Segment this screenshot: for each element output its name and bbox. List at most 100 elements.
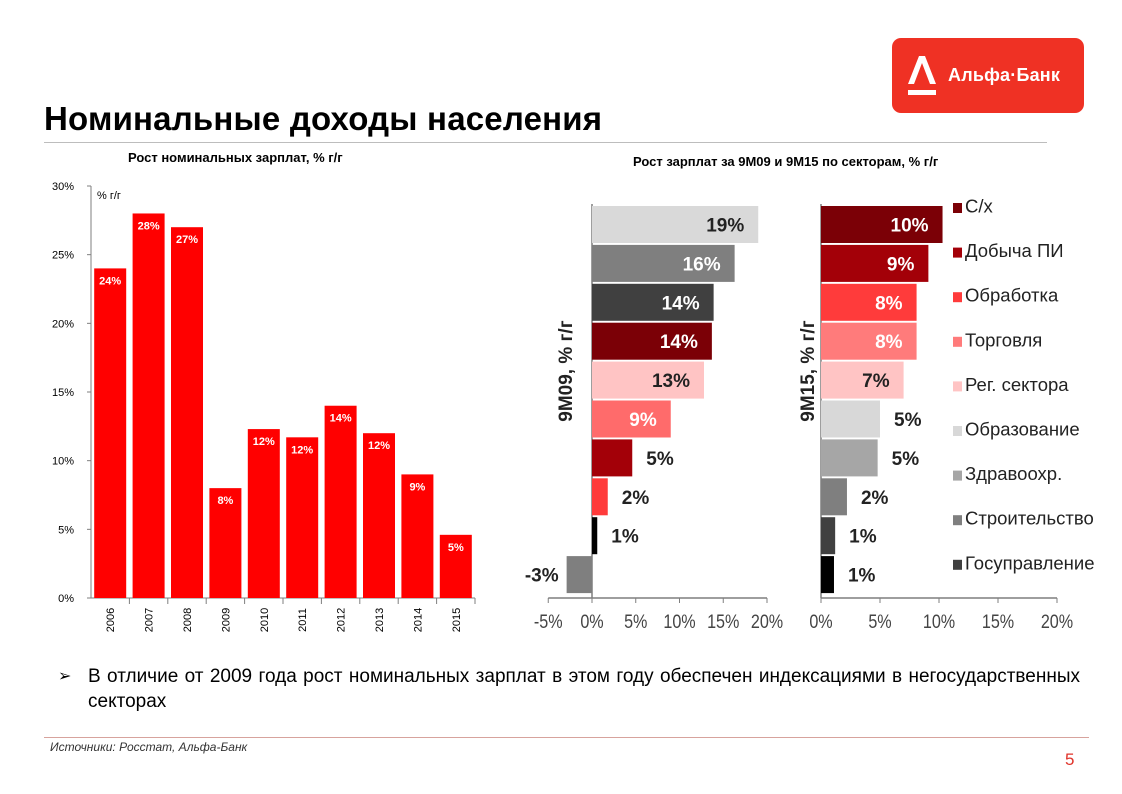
legend-swatch <box>953 203 962 213</box>
y-tick-label: 5% <box>58 524 74 536</box>
legend-label: Госуправление <box>965 552 1095 573</box>
panel-bar-label: 9% <box>629 410 657 431</box>
legend-swatch <box>953 292 962 303</box>
legend-label: Обработка <box>965 285 1059 306</box>
x-tick-label: 2014 <box>412 608 424 632</box>
panel-bar <box>566 556 592 594</box>
panel-bar <box>592 517 598 555</box>
panel-bar-label: 8% <box>875 332 903 353</box>
footer-divider <box>44 737 1089 738</box>
logo-text: Альфа·Банк <box>948 65 1061 85</box>
bar-data-label: 24% <box>99 275 121 287</box>
bar-data-label: 9% <box>409 481 425 493</box>
panel-bar-label: 14% <box>660 332 698 353</box>
panel-bar <box>821 361 904 399</box>
panel-bar-label: 7% <box>862 371 890 392</box>
panel-x-tick-label: 10% <box>663 611 696 633</box>
legend-label: Торговля <box>965 329 1042 350</box>
x-tick-label: 2008 <box>182 608 194 632</box>
panel-x-tick-label: 0% <box>580 611 604 633</box>
panel-bar-label: 14% <box>662 293 700 314</box>
bar-data-label: 5% <box>448 542 464 554</box>
x-tick-label: 2015 <box>451 608 463 632</box>
bar <box>363 433 395 598</box>
bar-data-label: 14% <box>330 413 352 425</box>
panel-bar-label: 5% <box>894 410 922 431</box>
legend-label: Добыча ПИ <box>965 240 1064 261</box>
legend-label: Рег. сектора <box>965 374 1069 395</box>
panel-bar <box>821 439 878 477</box>
panel-x-tick-label: 20% <box>751 611 784 633</box>
bullet-text: В отличие от 2009 года рост номинальных … <box>88 666 1080 712</box>
panel-bar-label: 8% <box>875 293 903 314</box>
panel-bar <box>592 361 704 399</box>
bar <box>171 227 203 598</box>
source-note: Источники: Росстат, Альфа-Банк <box>50 740 248 754</box>
bar-data-label: 12% <box>291 444 313 456</box>
legend-label: Здравоохр. <box>965 463 1062 484</box>
arrow-bullet-icon: ➢ <box>58 668 72 685</box>
panel-bar <box>821 206 943 243</box>
panel-bar <box>821 244 929 282</box>
panel-bar-label: 1% <box>611 527 639 548</box>
panel-bar-label: 1% <box>849 527 877 548</box>
title-divider <box>44 142 1047 143</box>
page-title: Номинальные доходы населения <box>44 100 603 137</box>
panel-x-tick-label: 10% <box>923 611 956 633</box>
y-tick-label: 30% <box>52 181 74 193</box>
panel-bar-label: 2% <box>861 488 889 509</box>
panel-bar <box>592 206 759 243</box>
bar-data-label: 8% <box>217 495 233 507</box>
panel-bar-label: 1% <box>848 566 876 587</box>
x-tick-label: 2011 <box>297 608 309 632</box>
bar-data-label: 28% <box>138 220 160 232</box>
panel-bar-label: 10% <box>891 216 929 237</box>
panel-x-tick-label: 5% <box>624 611 648 633</box>
panel-x-tick-label: 15% <box>982 611 1015 633</box>
x-tick-label: 2009 <box>220 608 232 632</box>
panel-bar <box>592 478 608 516</box>
panel-bar <box>821 517 836 555</box>
page-number: 5 <box>1065 750 1075 769</box>
legend-swatch <box>953 559 962 570</box>
panel-bar-label: 5% <box>646 449 674 470</box>
panel-bar-label: 16% <box>683 254 721 275</box>
panel-bar-label: 13% <box>652 371 690 392</box>
x-tick-label: 2010 <box>259 608 271 632</box>
panel-x-tick-label: 20% <box>1041 611 1074 633</box>
legend-swatch <box>953 336 962 347</box>
panel-x-tick-label: 5% <box>868 611 892 633</box>
legend-swatch <box>953 247 962 258</box>
panel-bar-label: 5% <box>892 449 920 470</box>
bar <box>94 268 127 598</box>
panel-bar <box>592 244 735 282</box>
panel-x-tick-label: 15% <box>707 611 740 633</box>
panel-side-label: 9М09, % г/г <box>556 320 577 421</box>
y-tick-label: 15% <box>52 387 74 399</box>
legend-label: С/х <box>965 196 994 217</box>
x-tick-label: 2013 <box>374 608 386 632</box>
bar <box>401 474 434 598</box>
panel-bar <box>821 556 834 594</box>
right-chart-title: Рост зарплат за 9М09 и 9М15 по секторам,… <box>633 154 939 169</box>
bar <box>247 429 280 598</box>
panel-bar <box>821 400 880 438</box>
panel-bar <box>821 478 847 516</box>
panel-bar-label: 2% <box>622 488 650 509</box>
panel-bar <box>592 283 714 321</box>
bar-data-label: 12% <box>253 436 275 448</box>
legend-label: Образование <box>965 419 1080 440</box>
bar <box>209 488 242 598</box>
panel-x-tick-label: -5% <box>534 611 563 633</box>
y-tick-label: 25% <box>52 250 74 262</box>
legend-swatch <box>953 381 962 392</box>
bar-data-label: 27% <box>176 234 198 246</box>
panel-bar <box>592 322 712 360</box>
panel-side-label: 9М15, % г/г <box>798 320 819 421</box>
bar <box>132 213 165 598</box>
x-tick-label: 2006 <box>105 608 117 632</box>
panel-bar-label: 19% <box>706 216 744 237</box>
panel-bar-label: 9% <box>887 254 915 275</box>
bar <box>439 534 472 598</box>
